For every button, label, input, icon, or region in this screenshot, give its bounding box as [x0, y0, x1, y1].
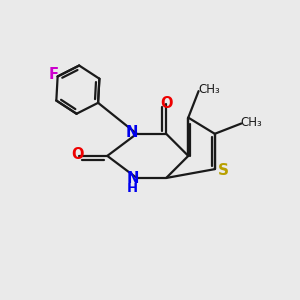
Text: O: O [160, 96, 173, 111]
Text: CH₃: CH₃ [198, 83, 220, 96]
Text: CH₃: CH₃ [241, 116, 262, 128]
Text: F: F [49, 68, 59, 82]
Text: H: H [127, 182, 138, 195]
Text: N: N [125, 125, 138, 140]
Text: N: N [126, 171, 139, 186]
Text: O: O [72, 147, 84, 162]
Text: S: S [218, 163, 229, 178]
